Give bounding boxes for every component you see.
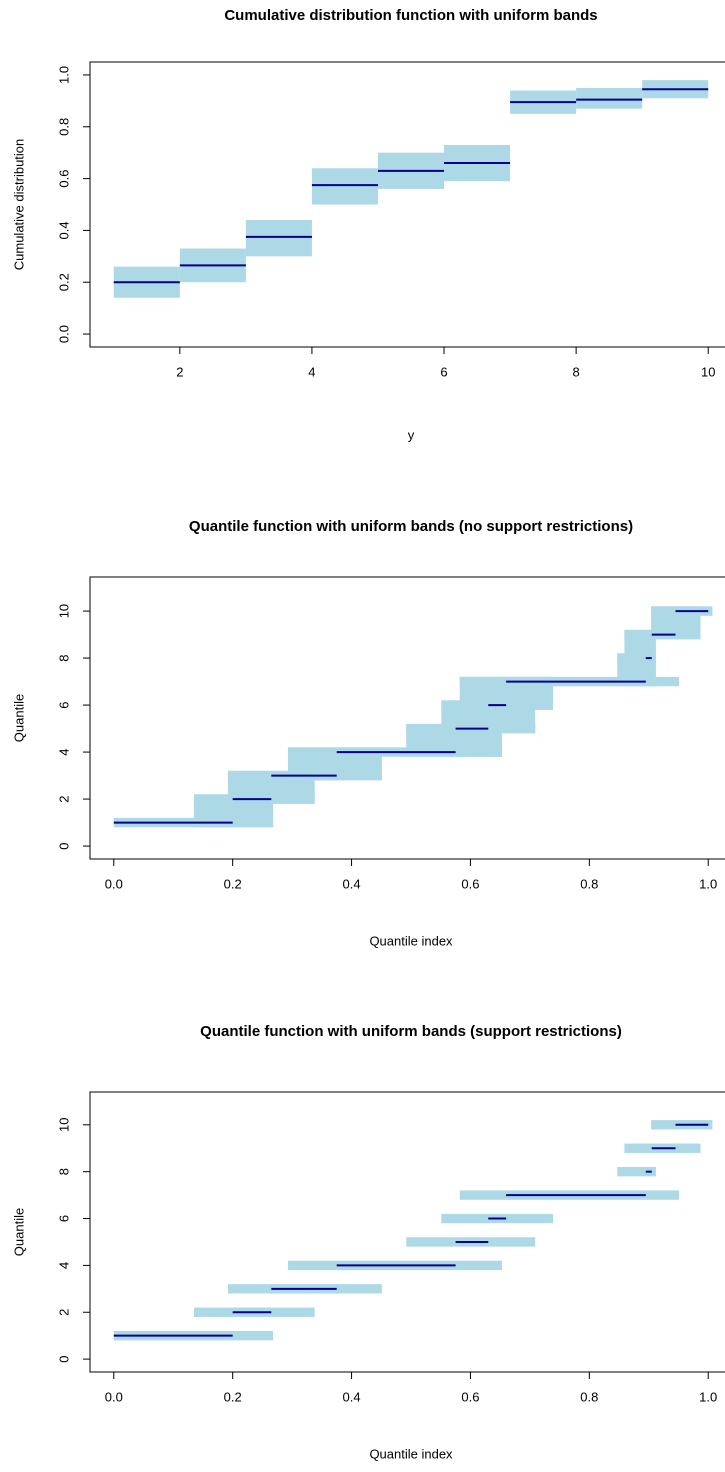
y-tick-label: 0 xyxy=(56,1355,71,1362)
x-tick-label: 2 xyxy=(176,364,183,379)
y-tick-label: 0.8 xyxy=(56,118,71,136)
y-tick-label: 8 xyxy=(56,654,71,661)
confidence-band xyxy=(617,1166,656,1177)
x-tick-label: 0.0 xyxy=(105,1389,123,1404)
x-tick-label: 0.4 xyxy=(343,876,361,891)
y-tick-label: 6 xyxy=(56,1215,71,1222)
y-tick-label: 2 xyxy=(56,795,71,802)
y-tick-label: 8 xyxy=(56,1168,71,1175)
chart-title: Cumulative distribution function with un… xyxy=(224,7,597,24)
x-tick-label: 0.2 xyxy=(224,876,242,891)
plot-box xyxy=(89,1091,725,1373)
x-tick-label: 0.6 xyxy=(461,876,479,891)
x-tick-label: 4 xyxy=(308,364,315,379)
x-tick-label: 1.0 xyxy=(699,1389,717,1404)
y-tick-label: 0.4 xyxy=(56,221,71,239)
chart-title: Quantile function with uniform bands (no… xyxy=(189,518,633,535)
panel: 0.0 0.2 0.4 0.6 0.8 1.0 0 2 4 6 8 10 Quantile functi… xyxy=(11,1023,725,1461)
y-axis-title: Quantile xyxy=(11,694,26,742)
x-tick-label: 0.6 xyxy=(461,1389,479,1404)
y-tick-label: 1.0 xyxy=(56,66,71,84)
y-tick-label: 6 xyxy=(56,701,71,708)
y-axis-title: Quantile xyxy=(11,1208,26,1256)
y-tick-label: 4 xyxy=(56,748,71,755)
y-tick-label: 0.6 xyxy=(56,170,71,188)
x-tick-label: 6 xyxy=(440,364,447,379)
y-tick-label: 10 xyxy=(56,604,71,618)
x-axis-title: Quantile index xyxy=(369,933,453,948)
y-tick-label: 0.0 xyxy=(56,325,71,343)
x-tick-label: 0.4 xyxy=(343,1389,361,1404)
confidence-band xyxy=(576,87,643,109)
y-tick-label: 10 xyxy=(56,1118,71,1132)
x-axis-title: y xyxy=(408,427,415,442)
panel: 0.0 0.2 0.4 0.6 0.8 1.0 0 2 4 6 8 10 Quantile functi… xyxy=(11,518,725,948)
y-tick-label: 0 xyxy=(56,842,71,849)
x-tick-label: 0.0 xyxy=(105,876,123,891)
x-tick-label: 1.0 xyxy=(699,876,717,891)
panel: 2 4 6 8 10 0.0 0.2 0.4 0.6 0.8 1.0 Cumulative distr… xyxy=(11,7,725,442)
x-tick-label: 0.8 xyxy=(580,1389,598,1404)
y-axis-title: Cumulative distribution xyxy=(11,139,26,271)
x-axis-title: Quantile index xyxy=(369,1446,453,1461)
x-tick-label: 8 xyxy=(573,364,580,379)
y-tick-label: 2 xyxy=(56,1309,71,1316)
plot-box xyxy=(89,576,725,860)
y-tick-label: 0.2 xyxy=(56,273,71,291)
x-tick-label: 10 xyxy=(701,364,715,379)
x-tick-label: 0.2 xyxy=(224,1389,242,1404)
chart-title: Quantile function with uniform bands (su… xyxy=(200,1023,622,1040)
y-tick-label: 4 xyxy=(56,1262,71,1269)
x-tick-label: 0.8 xyxy=(580,876,598,891)
confidence-band xyxy=(245,220,312,257)
confidence-band xyxy=(311,168,378,205)
